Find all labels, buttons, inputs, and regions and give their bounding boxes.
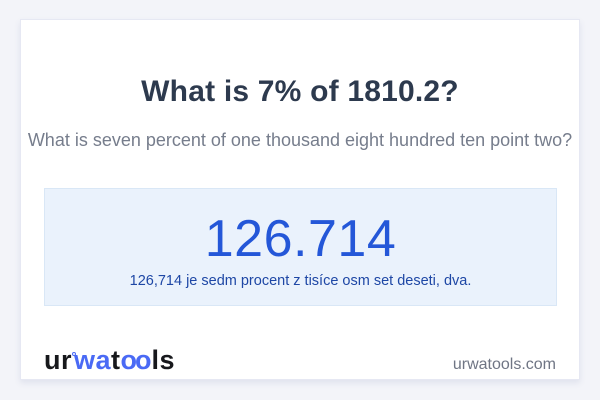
website-label: urwatools.com [452,356,556,373]
result-value: 126.714 [204,210,397,268]
page-subtitle: What is seven percent of one thousand ei… [27,130,573,150]
logo-text-ls: ls [151,344,176,375]
brand-logo: urwatools [44,344,175,376]
logo-glasses-oo: oo [120,344,152,375]
degree-circle-icon [72,351,76,356]
result-card: What is 7% of 1810.2? What is seven perc… [20,19,580,380]
result-box: 126.714 126,714 je sedm procent z tisíce… [44,188,557,306]
page-title: What is 7% of 1810.2? [141,75,459,108]
result-description: 126,714 je sedm procent z tisíce osm set… [129,273,472,289]
logo-text-t: t [111,344,121,375]
card-footer: urwatools urwatools.com [44,336,556,376]
logo-text-ur: ur [44,344,72,375]
logo-text-wa: wa [74,344,112,375]
